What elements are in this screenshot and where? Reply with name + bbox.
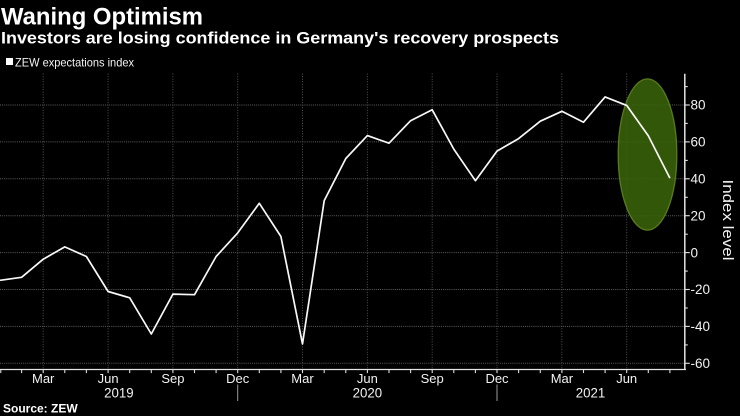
svg-text:Sep: Sep — [421, 371, 444, 386]
svg-text:0: 0 — [691, 245, 699, 260]
svg-text:2020: 2020 — [353, 384, 383, 400]
svg-text:ZEW expectations index: ZEW expectations index — [15, 56, 134, 70]
svg-text:Jun: Jun — [616, 371, 637, 386]
svg-text:2019: 2019 — [104, 384, 134, 400]
svg-text:20: 20 — [691, 208, 706, 223]
svg-text:Waning Optimism: Waning Optimism — [1, 4, 203, 31]
svg-text:-20: -20 — [691, 282, 711, 297]
svg-text:Dec: Dec — [226, 371, 250, 386]
svg-text:2021: 2021 — [576, 384, 606, 400]
svg-text:-60: -60 — [691, 356, 711, 371]
svg-text:60: 60 — [691, 135, 706, 150]
svg-text:Dec: Dec — [485, 371, 509, 386]
svg-text:80: 80 — [691, 98, 706, 113]
svg-text:Source: ZEW: Source: ZEW — [3, 402, 78, 416]
svg-text:Jun: Jun — [98, 371, 119, 386]
svg-text:Mar: Mar — [32, 371, 55, 386]
svg-text:Mar: Mar — [291, 371, 314, 386]
svg-text:Jun: Jun — [357, 371, 378, 386]
svg-text:40: 40 — [691, 172, 706, 187]
svg-text:Sep: Sep — [161, 371, 184, 386]
svg-text:Index level: Index level — [719, 180, 736, 261]
svg-text:Investors are losing confidenc: Investors are losing confidence in Germa… — [1, 29, 559, 48]
svg-text:-40: -40 — [691, 319, 711, 334]
svg-text:Mar: Mar — [551, 371, 574, 386]
